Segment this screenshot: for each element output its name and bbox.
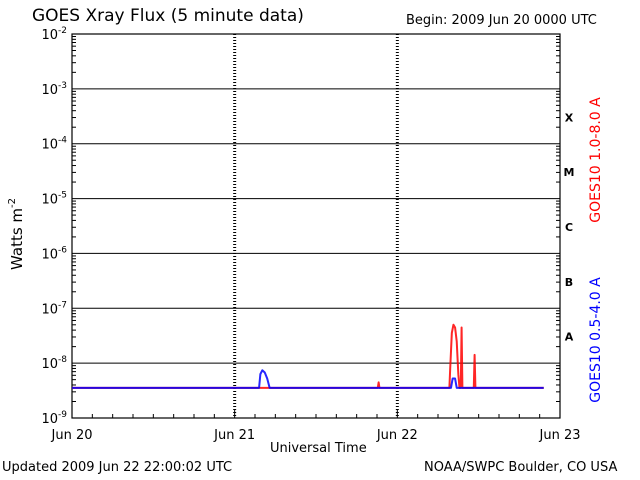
y-tick-label: 10-5 — [41, 191, 67, 208]
series-line — [72, 323, 544, 389]
x-tick-label: Jun 20 — [51, 428, 93, 443]
y-tick-label: 10-2 — [41, 26, 67, 43]
credit-text: NOAA/SWPC Boulder, CO USA — [424, 460, 618, 475]
flare-class-label: B — [565, 276, 573, 289]
x-tick-label: Jun 22 — [376, 428, 418, 443]
y-tick-label: 10-6 — [41, 245, 67, 262]
chart-title: GOES Xray Flux (5 minute data) — [32, 6, 304, 26]
y-tick-label: 10-4 — [41, 136, 67, 153]
series-line — [72, 369, 544, 389]
y-tick-label: 10-3 — [41, 81, 67, 98]
flare-class-label: C — [565, 221, 573, 234]
flare-class-label: A — [565, 331, 574, 344]
y-axis-label: Watts m-2 — [7, 198, 26, 270]
y-tick-label: 10-7 — [41, 300, 67, 317]
x-tick-label: Jun 23 — [539, 428, 581, 443]
flare-class-label: X — [565, 111, 574, 124]
y-tick-label: 10-8 — [41, 355, 67, 372]
y-tick-label: 10-9 — [41, 410, 67, 427]
x-axis-label: Universal Time — [270, 441, 367, 456]
plot-frame — [71, 33, 561, 419]
updated-timestamp: Updated 2009 Jun 22 22:00:02 UTC — [2, 460, 233, 475]
series-legend: GOES10 0.5-4.0 A — [588, 277, 604, 403]
series-legend: GOES10 1.0-8.0 A — [588, 97, 604, 223]
begin-time: Begin: 2009 Jun 20 0000 UTC — [406, 13, 597, 28]
x-tick-label: Jun 21 — [213, 428, 255, 443]
flare-class-label: M — [564, 166, 575, 179]
